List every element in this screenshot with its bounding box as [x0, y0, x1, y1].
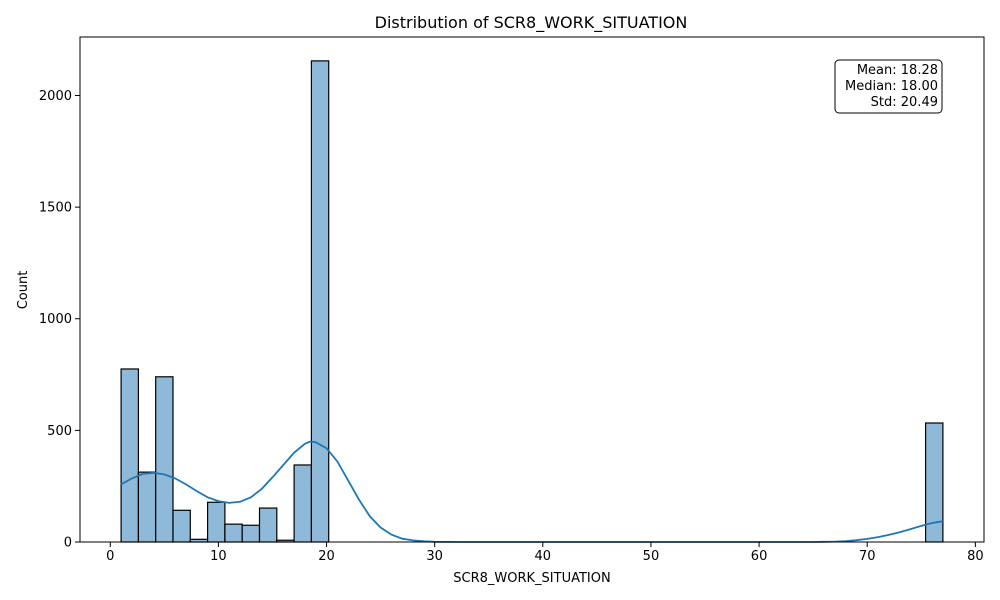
x-tick-label-10: 10: [210, 549, 227, 564]
x-tick-label-70: 70: [859, 549, 876, 564]
stats-mean: Mean: 18.28: [857, 63, 938, 78]
histogram-bar-10: [293, 464, 313, 543]
plot-frame: [79, 36, 985, 543]
x-tick-label-20: 20: [318, 549, 335, 564]
histogram-bars: [120, 60, 944, 543]
x-axis-ticks: 0 10 20 30 40 50 60 70 80: [106, 542, 984, 564]
histogram-bar-6: [224, 523, 243, 543]
stats-box-frame: [834, 59, 943, 114]
y-tick-label-0: 0: [64, 536, 72, 551]
y-axis-ticks: 0 500 1000 1500 2000: [39, 89, 80, 551]
y-tick-label-1000: 1000: [39, 312, 72, 327]
stats-median: Median: 18.00: [845, 79, 938, 94]
x-tick-label-50: 50: [643, 549, 660, 564]
histogram-bar-2: [155, 376, 174, 543]
y-tick-label-500: 500: [47, 424, 72, 439]
x-tick-label-0: 0: [106, 549, 114, 564]
x-axis-label: SCR8_WORK_SITUATION: [453, 571, 610, 586]
histogram-bar-0: [120, 368, 139, 543]
y-tick-label-2000: 2000: [39, 89, 72, 104]
histogram-bar-1: [137, 471, 157, 543]
histogram-bar-11: [310, 60, 330, 543]
histogram-bar-8: [258, 507, 278, 543]
histogram-bar-5: [206, 501, 226, 543]
x-tick-label-40: 40: [535, 549, 552, 564]
x-tick-label-60: 60: [751, 549, 768, 564]
y-axis-label: Count: [16, 271, 31, 310]
x-tick-label-80: 80: [967, 549, 984, 564]
chart-title: Distribution of SCR8_WORK_SITUATION: [375, 13, 688, 33]
stats-box: Mean: 18.28 Median: 18.00 Std: 20.49: [834, 59, 943, 114]
y-tick-label-1500: 1500: [39, 201, 72, 216]
x-tick-label-30: 30: [426, 549, 443, 564]
kde-curve: [120, 440, 944, 543]
histogram-bar-3: [172, 509, 191, 543]
histogram-bar-7: [241, 524, 261, 543]
stats-std: Std: 20.49: [871, 95, 938, 110]
